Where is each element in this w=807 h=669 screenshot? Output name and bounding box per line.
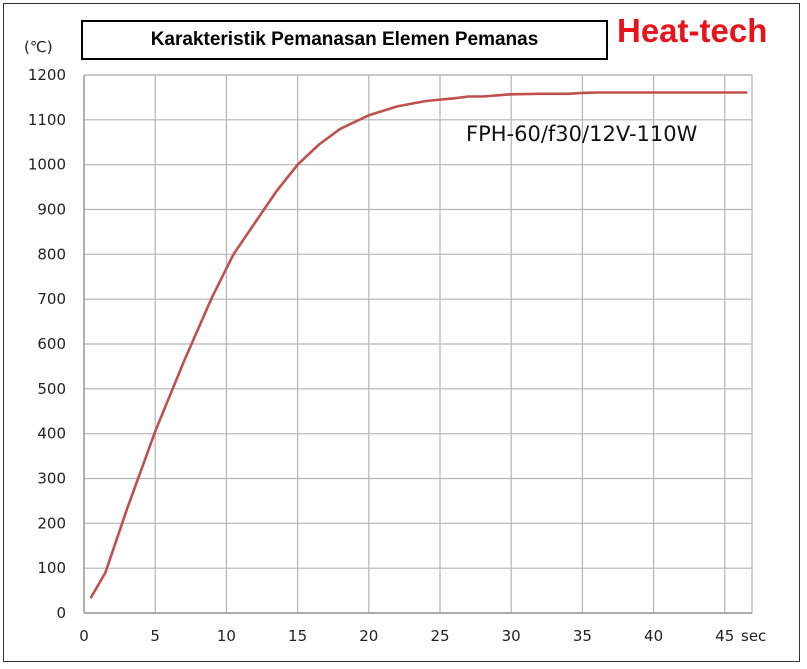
brand-logo: Heat-tech [617, 12, 768, 49]
x-tick-label: 20 [359, 627, 378, 645]
y-tick-label: 600 [37, 335, 66, 353]
y-tick-label: 1100 [28, 111, 66, 129]
axes [83, 74, 753, 614]
y-tick-label: 500 [37, 380, 66, 398]
chart-frame [3, 3, 800, 662]
x-tick-label: 15 [288, 627, 307, 645]
x-tick-label: 40 [644, 627, 663, 645]
x-tick-label: 30 [502, 627, 521, 645]
y-tick-labels: 0 100 200 300 400 500 600 700 800 900 1000 1100 1200 [28, 66, 66, 622]
y-tick-label: 1000 [28, 156, 66, 174]
x-tick-labels: 0 5 10 15 20 25 30 35 40 45 [79, 627, 734, 645]
x-tick-label: 25 [430, 627, 449, 645]
y-tick-label: 0 [56, 604, 66, 622]
y-tick-label: 400 [37, 425, 66, 443]
x-axis-unit: sec [741, 627, 766, 645]
grid-lines [84, 74, 752, 613]
chart-title: Karakteristik Pemanasan Elemen Pemanas [81, 20, 608, 60]
y-tick-label: 900 [37, 201, 66, 219]
x-tick-label: 45 [715, 627, 734, 645]
model-annotation: FPH-60/f30/12V-110W [466, 122, 698, 146]
series [89, 91, 748, 599]
y-tick-label: 100 [37, 559, 66, 577]
y-tick-label: 700 [37, 290, 66, 308]
x-tick-label: 0 [79, 627, 89, 645]
y-tick-label: 200 [37, 514, 66, 532]
x-tick-label: 5 [150, 627, 160, 645]
y-tick-label: 300 [37, 470, 66, 488]
series-line [89, 91, 748, 599]
y-axis-unit: (℃) [24, 38, 53, 56]
y-tick-label: 1200 [28, 66, 66, 84]
x-tick-label: 10 [217, 627, 236, 645]
x-tick-label: 35 [573, 627, 592, 645]
y-tick-label: 800 [37, 245, 66, 263]
